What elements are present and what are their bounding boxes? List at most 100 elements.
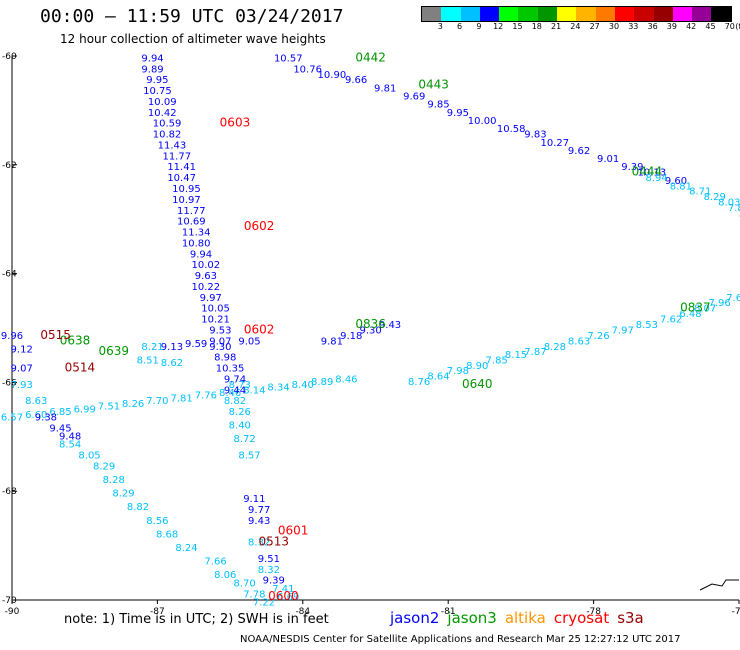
wave-height-label: 6.48 [679,309,701,320]
wave-height-label: 9.51 [258,554,280,565]
wave-height-label: 9.43 [379,320,401,331]
color-swatch [692,7,712,21]
wave-height-label: 8.06 [214,570,236,581]
wave-height-label: 8.07 [694,304,716,315]
wave-height-label: 11.77 [162,151,191,162]
track-north-cyan: 8.948.818.718.298.037.867.76 [645,173,740,219]
wave-height-label: 9.05 [238,336,260,347]
wave-height-label: 10.90 [318,70,347,81]
wave-height-label: 8.98 [214,353,236,364]
wave-height-label: 10.97 [172,195,201,206]
wave-height-label: 6.85 [49,407,71,418]
color-swatch [557,7,577,21]
wave-height-label: 8.29 [93,461,115,472]
wave-height-label: 9.30 [360,325,382,336]
color-swatch [576,7,596,21]
wave-height-label: 9.81 [321,336,343,347]
wave-height-label: 9.66 [345,75,367,86]
track-lower-cyan: 8.468.898.408.348.148.467.767.817.708.26… [1,374,358,423]
wave-height-label: 9.01 [597,154,619,165]
wave-height-label: 10.80 [182,238,211,249]
pass-time-label: 0515 [40,328,71,342]
wave-height-label: 6.57 [1,412,23,423]
wave-height-label: 9.12 [11,344,33,355]
wave-height-label: 7.97 [612,325,634,336]
wave-height-label: 7.87 [524,347,546,358]
wave-height-label: 8.71 [689,187,711,198]
wave-height-label: 9.39 [263,576,285,587]
color-scale-label: 70 [724,22,735,31]
wave-height-label: 8.46 [219,388,241,399]
color-scale-label: 24 [570,22,581,31]
color-swatch [653,7,673,21]
wave-height-label: 8.62 [161,358,183,369]
track-left-lower-cyan: 8.737.938.638.548.058.298.288.298.828.56… [11,380,276,609]
pass-time-label: 0836 [355,317,386,331]
pass-time-label: 0513 [258,535,289,549]
color-swatch [441,7,461,21]
lon-tick-label: -90 [5,607,20,617]
wave-height-label: 8.81 [670,181,692,192]
pass-time-label: 0639 [99,344,130,358]
track-mid-cyan: 7.67.968.076.487.628.537.977.268.638.287… [408,293,740,388]
color-scale-label: (ft) [735,22,740,31]
wave-height-label: 6.60 [25,410,47,421]
wave-height-label: 7.96 [708,298,730,309]
wave-height-label: 8.57 [238,451,260,462]
color-scale-label: 39 [666,22,677,31]
wave-height-label: 10.76 [293,64,322,75]
wave-height-label: 9.97 [200,293,222,304]
wave-height-label: 9.59 [185,339,207,350]
wave-height-label: 7.51 [98,402,120,413]
wave-height-label: 7.93 [11,380,33,391]
wave-height-label: 8.15 [505,350,527,361]
wave-height-label: 9.69 [403,92,425,103]
wave-height-label: 10.42 [148,108,177,119]
wave-height-label: 9.63 [195,271,217,282]
wave-height-label: 8.82 [127,502,149,513]
lon-tick-label: -84 [295,607,310,617]
color-scale-label: 15 [512,22,523,31]
wave-height-label: 9.48 [59,432,81,443]
track-left-lower-blue: 9.389.459.48 [35,412,81,442]
color-scale-label: 30 [608,22,620,31]
wave-height-label: 8.64 [427,372,449,383]
wave-height-label: 7.81 [171,393,193,404]
lon-tick-label: -75 [732,607,740,617]
wave-height-label: 7.22 [253,597,275,608]
wave-height-label: 11.34 [182,228,211,239]
wave-height-label: 8.90 [466,361,488,372]
wave-height-label: 6.99 [74,404,96,415]
pass-time-label: 0640 [462,377,493,391]
track-left-cluster-blue: 9.969.129.079.13 9.59 9.07 9.05 [1,331,261,375]
wave-height-label: 9.30 [209,342,231,353]
wave-height-label: 9.74 [224,374,246,385]
color-scale-label: 45 [705,22,716,31]
wave-height-label: 7.66 [204,557,226,568]
lat-tick-label: -68 [2,487,17,497]
wave-height-label: 8.56 [146,516,168,527]
wave-height-label: 9.94 [141,53,163,64]
wave-height-label: 9.85 [427,100,449,111]
wave-height-label: 10.13 [637,168,666,179]
wave-height-label: 10.95 [172,184,201,195]
wave-height-label: 10.57 [274,53,303,64]
wave-height-label: 7.70 [146,396,168,407]
wave-height-label: 8.63 [568,336,590,347]
pass-time-label: 0638 [60,333,91,347]
color-swatch [479,7,500,21]
coastline [699,579,739,591]
wave-height-label: 11.43 [158,140,187,151]
wave-height-label: 8.68 [156,529,178,540]
note-text: note: 1) Time is in UTC; 2) SWH is in fe… [64,612,329,627]
wave-height-label: 10.35 [216,364,245,375]
wave-height-label: 8.28 [544,342,566,353]
wave-height-label: 8.73 [229,380,251,391]
color-scale-label: 9 [476,22,482,31]
pass-time-label: 0442 [355,50,386,64]
wave-height-label: 7.6 [726,293,740,304]
wave-height-label: 7.62 [660,315,682,326]
wave-height-label: 9.60 [665,176,687,187]
wave-height-label: 8.29 [112,489,134,500]
